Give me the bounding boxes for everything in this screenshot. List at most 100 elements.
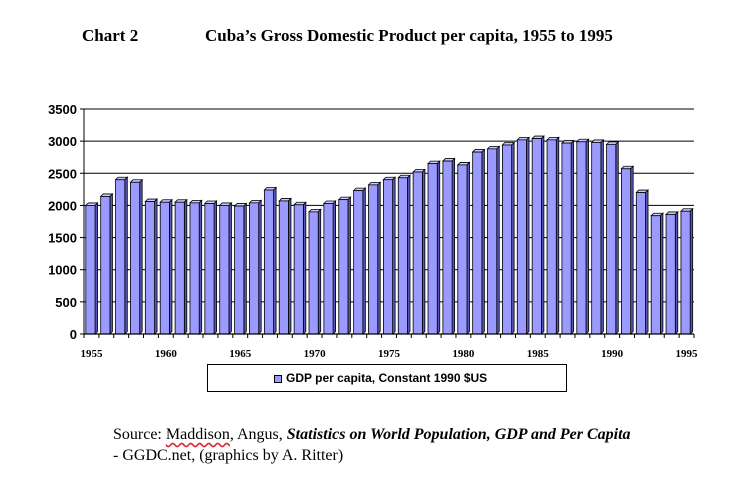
bar-front [189, 202, 200, 335]
bar [144, 198, 159, 335]
chart-heading: Chart 2 Cuba’s Gross Domestic Product pe… [0, 26, 754, 48]
bar-front [159, 201, 170, 335]
bar [635, 189, 650, 335]
bar-front [249, 202, 260, 335]
x-tick-label: 1960 [155, 348, 178, 360]
bar [278, 197, 292, 335]
bar [189, 199, 203, 335]
bar-front [442, 160, 453, 335]
x-tick-label: 1995 [676, 348, 699, 360]
bar [590, 138, 605, 335]
bar-front [323, 203, 334, 335]
bar-front [665, 214, 676, 335]
bar-front [591, 142, 602, 335]
bar [248, 199, 263, 335]
chart-title: Cuba’s Gross Domestic Product per capita… [205, 26, 613, 45]
bar-front [85, 205, 96, 335]
bar-front [427, 163, 438, 335]
bar [293, 201, 307, 335]
bar [560, 139, 575, 335]
bar-front [546, 139, 557, 335]
bar [427, 160, 441, 335]
bar-front [397, 177, 408, 335]
x-tick-label: 1955 [80, 348, 103, 360]
source-work-title: Statistics on World Population, GDP and … [286, 426, 631, 443]
bar [322, 200, 337, 335]
bar [233, 202, 248, 335]
bar-front [382, 179, 394, 335]
x-tick-label: 1975 [378, 348, 401, 360]
bar-front [531, 138, 542, 335]
bar-front [368, 184, 379, 335]
bar [605, 140, 620, 335]
axes [83, 109, 694, 335]
bar-front [635, 192, 646, 335]
bar [531, 135, 545, 335]
bar [174, 198, 188, 335]
source-author-given: , Angus, [229, 426, 287, 443]
bar [679, 207, 694, 335]
x-tick-label: 1990 [601, 348, 624, 360]
x-tick-label: 1965 [229, 348, 252, 360]
bar [516, 136, 530, 335]
bar-front [174, 201, 185, 335]
bars [84, 135, 694, 335]
x-tick-label: 1985 [527, 348, 550, 360]
y-tick-label: 2000 [48, 198, 77, 213]
bar-front [353, 190, 364, 335]
bar [352, 187, 367, 335]
y-tick-label: 3500 [48, 102, 77, 117]
bar-front [293, 204, 304, 335]
bar [129, 178, 144, 335]
bar-front [219, 205, 230, 335]
bar-front [680, 210, 691, 335]
bar [99, 192, 114, 335]
legend: GDP per capita, Constant 1990 $US [207, 364, 567, 392]
bar-front [263, 189, 274, 335]
bar-front [457, 164, 468, 335]
bar [501, 141, 516, 335]
bar-front [234, 205, 245, 335]
bar-front [100, 196, 111, 335]
x-tick-label: 1970 [304, 348, 327, 360]
bar-front [606, 143, 617, 335]
bar [114, 176, 129, 335]
y-tick-label: 1500 [48, 231, 77, 246]
bar [337, 196, 352, 335]
y-tick-label: 3000 [48, 134, 77, 149]
bar [84, 201, 99, 335]
bar-front [650, 215, 661, 335]
bar [575, 138, 590, 335]
x-axis-ticks: 1955 1960 1965 1970 1975 1980 1985 1990 1995 [80, 334, 698, 360]
bar-front [502, 144, 513, 335]
x-tick-label: 1980 [452, 348, 475, 360]
y-tick-label: 500 [55, 295, 77, 310]
source-prefix: Source: [113, 426, 166, 443]
bar-front [472, 151, 483, 335]
bar [412, 168, 426, 335]
bar [620, 165, 635, 335]
bar [308, 208, 322, 335]
bar-front [278, 200, 289, 335]
bar [382, 176, 397, 335]
bar [486, 145, 501, 335]
bar [456, 161, 471, 335]
bar-front [621, 168, 632, 335]
bar [546, 136, 560, 335]
bar [665, 210, 679, 335]
y-tick-label: 1000 [48, 263, 77, 278]
bar-front [338, 199, 349, 335]
bar-front [516, 139, 527, 335]
bar [367, 181, 382, 335]
bar-front [308, 211, 319, 335]
source-suffix: - GGDC.net, (graphics by A. Ritter) [113, 447, 344, 464]
y-axis-ticks: 0 500 1000 1500 2000 2500 3000 3500 [48, 102, 84, 342]
bar [203, 200, 218, 335]
y-tick-label: 0 [70, 327, 77, 342]
bar [441, 157, 456, 335]
y-tick-label: 2500 [48, 166, 77, 181]
bar-front [576, 141, 587, 335]
bar [471, 148, 486, 335]
legend-label: GDP per capita, Constant 1990 $US [286, 371, 488, 385]
